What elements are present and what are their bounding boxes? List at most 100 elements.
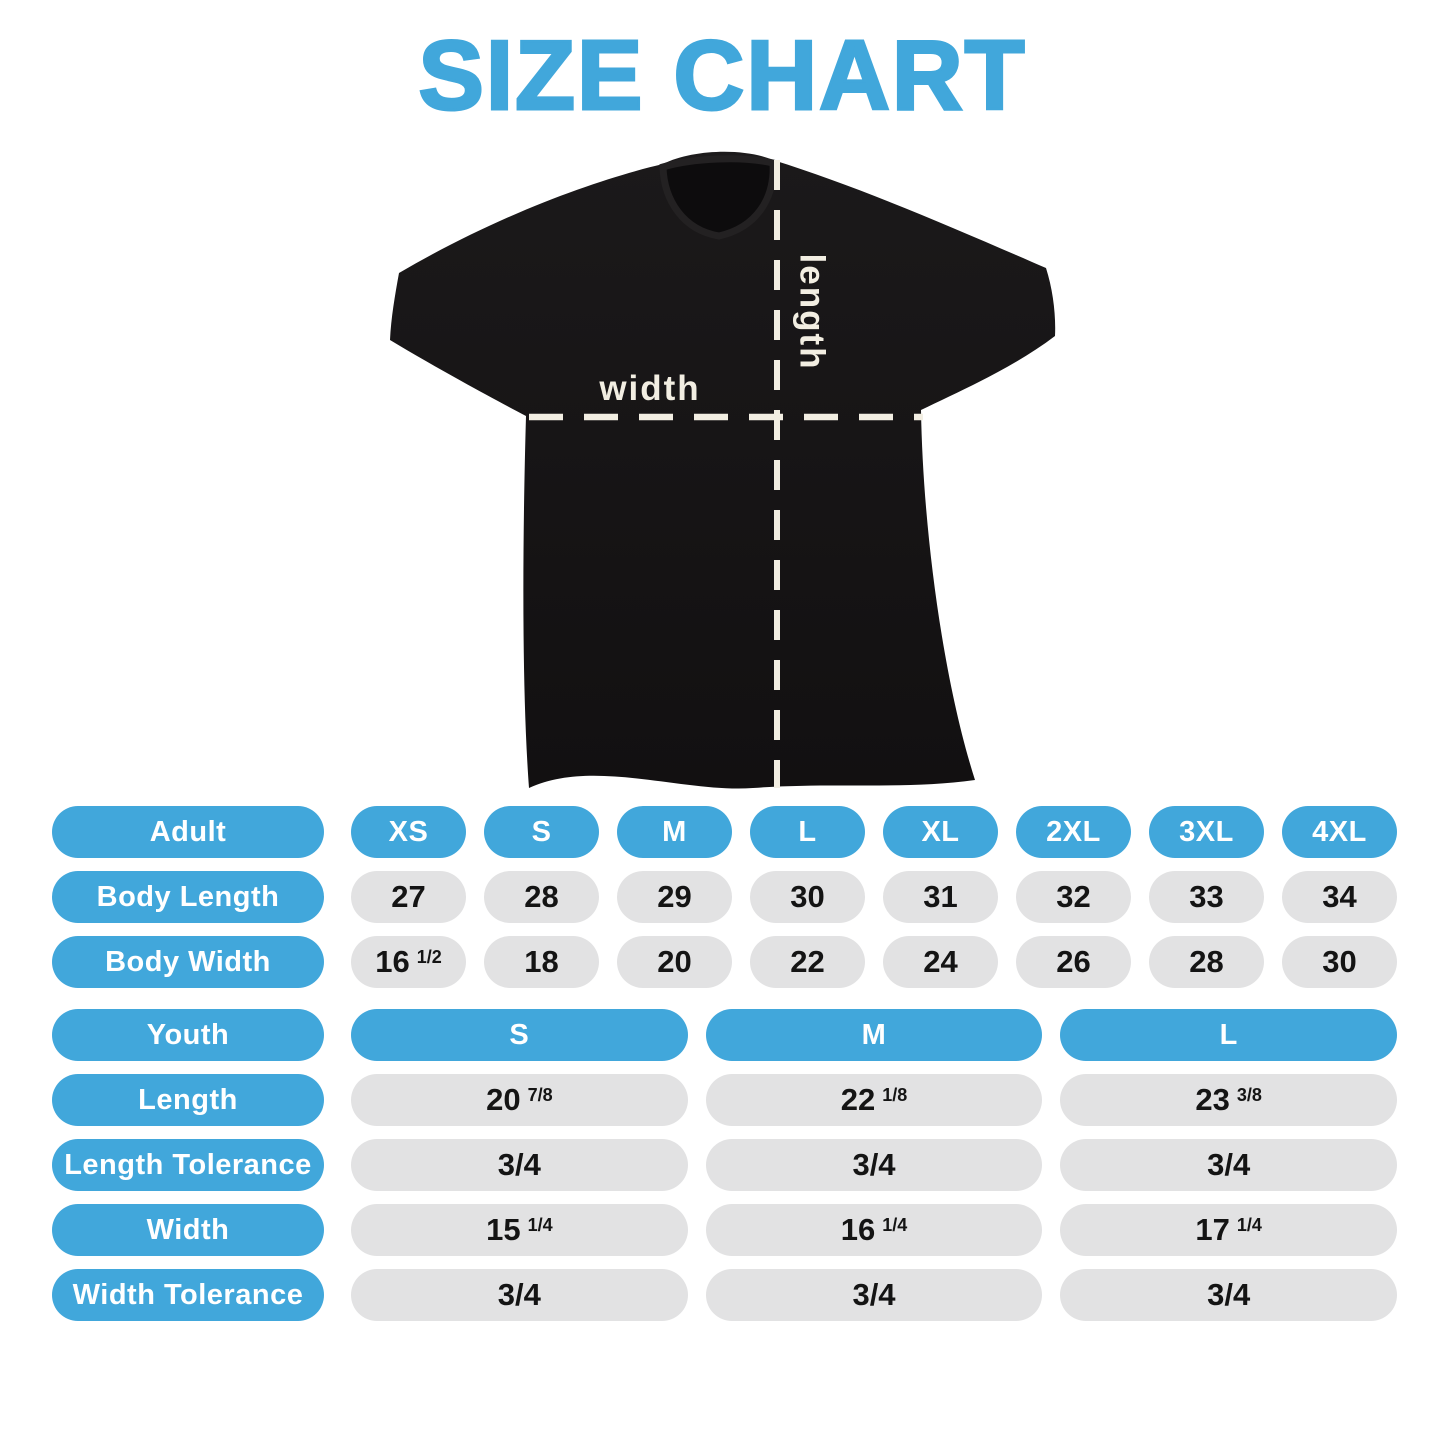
tshirt-silhouette (389, 155, 1055, 789)
youth-width-row: Width 15 1/4 16 1/4 17 1/4 (52, 1204, 1398, 1256)
width-label: width (598, 369, 700, 408)
value-cell: 33 (1149, 871, 1264, 923)
size-header-pill-s: S (484, 806, 599, 858)
value-main: 3/4 (1207, 1277, 1251, 1312)
value-main: 29 (657, 879, 692, 914)
adult-size-table: Adult XS S M L XL 2XL 3XL 4XL Body Lengt… (52, 806, 1397, 988)
value-main: 3/4 (852, 1277, 896, 1312)
value-main: 18 (524, 944, 559, 979)
value-cell: 23 3/8 (1060, 1074, 1398, 1126)
value-fraction: 1/4 (527, 1214, 553, 1235)
value-main: 32 (1056, 879, 1091, 914)
youth-size-header-pill-s: S (351, 1009, 688, 1061)
size-header-pill-l: L (750, 806, 865, 858)
value-cell: 31 (883, 871, 998, 923)
size-header-pill-3xl: 3XL (1149, 806, 1264, 858)
value-cell: 16 1/2 (351, 936, 466, 988)
value-main: 22 (790, 944, 825, 979)
value-main: 30 (1322, 944, 1357, 979)
value-cell: 18 (484, 936, 599, 988)
body-length-row: Body Length 27 28 29 30 31 32 33 34 (52, 871, 1397, 923)
youth-width-tolerance-row: Width Tolerance 3/4 3/4 3/4 (52, 1269, 1398, 1321)
size-header-pill-xl: XL (883, 806, 998, 858)
value-cell: 28 (484, 871, 599, 923)
row-label-pill: Width (52, 1204, 324, 1256)
value-fraction: 7/8 (527, 1084, 553, 1105)
value-cell: 15 1/4 (351, 1204, 688, 1256)
youth-size-table: Youth S M L Length 20 7/8 22 1/8 23 3/8 Len… (52, 1009, 1398, 1321)
tshirt-diagram: width length (363, 140, 1083, 800)
value-main: 23 (1195, 1082, 1230, 1117)
value-cell: 20 7/8 (351, 1074, 688, 1126)
row-label-pill: Length (52, 1074, 324, 1126)
value-main: 20 (486, 1082, 521, 1117)
value-cell: 29 (617, 871, 732, 923)
value-main: 22 (840, 1082, 876, 1117)
youth-size-header-pill-m: M (705, 1009, 1043, 1061)
value-cell: 30 (750, 871, 865, 923)
value-main: 33 (1189, 879, 1224, 914)
adult-header-row: Adult XS S M L XL 2XL 3XL 4XL (52, 806, 1397, 858)
value-fraction: 1/2 (416, 946, 442, 967)
size-header-pill-xs: XS (351, 806, 466, 858)
value-cell: 3/4 (1060, 1139, 1398, 1191)
value-main: 17 (1195, 1212, 1230, 1247)
value-main: 27 (391, 879, 426, 914)
value-cell: 3/4 (351, 1139, 688, 1191)
length-label: length (792, 254, 831, 371)
youth-header-row: Youth S M L (52, 1009, 1398, 1061)
value-cell: 27 (351, 871, 466, 923)
value-main: 20 (657, 944, 692, 979)
neck-opening (658, 155, 777, 240)
value-cell: 30 (1282, 936, 1397, 988)
page-title: SIZE CHART (417, 20, 1027, 130)
value-main: 28 (524, 879, 559, 914)
value-main: 30 (790, 879, 825, 914)
value-cell: 16 1/4 (705, 1204, 1043, 1256)
youth-length-tolerance-row: Length Tolerance 3/4 3/4 3/4 (52, 1139, 1398, 1191)
value-cell: 28 (1149, 936, 1264, 988)
value-cell: 20 (617, 936, 732, 988)
youth-length-row: Length 20 7/8 22 1/8 23 3/8 (52, 1074, 1398, 1126)
adult-header-pill: Adult (52, 806, 324, 858)
value-cell: 24 (883, 936, 998, 988)
value-cell: 17 1/4 (1060, 1204, 1398, 1256)
value-cell: 3/4 (705, 1139, 1043, 1191)
value-main: 16 (840, 1212, 876, 1247)
youth-header-pill: Youth (52, 1009, 324, 1061)
value-fraction: 1/4 (882, 1214, 908, 1235)
size-header-pill-4xl: 4XL (1282, 806, 1397, 858)
value-cell: 3/4 (1060, 1269, 1398, 1321)
row-label-pill: Body Length (52, 871, 324, 923)
row-label-pill: Width Tolerance (52, 1269, 324, 1321)
value-main: 16 (375, 944, 410, 979)
value-cell: 26 (1016, 936, 1131, 988)
value-main: 3/4 (1207, 1147, 1251, 1182)
value-main: 24 (923, 944, 958, 979)
body-width-row: Body Width 16 1/2 18 20 22 24 26 28 30 (52, 936, 1397, 988)
value-main: 3/4 (497, 1277, 541, 1312)
value-fraction: 1/8 (882, 1084, 908, 1105)
value-main: 28 (1189, 944, 1224, 979)
value-cell: 22 (750, 936, 865, 988)
size-header-pill-2xl: 2XL (1016, 806, 1131, 858)
value-fraction: 3/8 (1236, 1084, 1262, 1105)
value-cell: 34 (1282, 871, 1397, 923)
size-header-pill-m: M (617, 806, 732, 858)
youth-size-header-pill-l: L (1060, 1009, 1398, 1061)
value-main: 3/4 (852, 1147, 896, 1182)
value-main: 26 (1056, 944, 1091, 979)
value-fraction: 1/4 (1236, 1214, 1262, 1235)
value-cell: 3/4 (705, 1269, 1043, 1321)
value-cell: 32 (1016, 871, 1131, 923)
row-label-pill: Body Width (52, 936, 324, 988)
value-main: 15 (486, 1212, 521, 1247)
value-cell: 22 1/8 (705, 1074, 1043, 1126)
value-main: 3/4 (497, 1147, 541, 1182)
value-main: 34 (1322, 879, 1357, 914)
row-label-pill: Length Tolerance (52, 1139, 324, 1191)
value-main: 31 (923, 879, 958, 914)
value-cell: 3/4 (351, 1269, 688, 1321)
tshirt-illustration: width length (389, 151, 1055, 789)
